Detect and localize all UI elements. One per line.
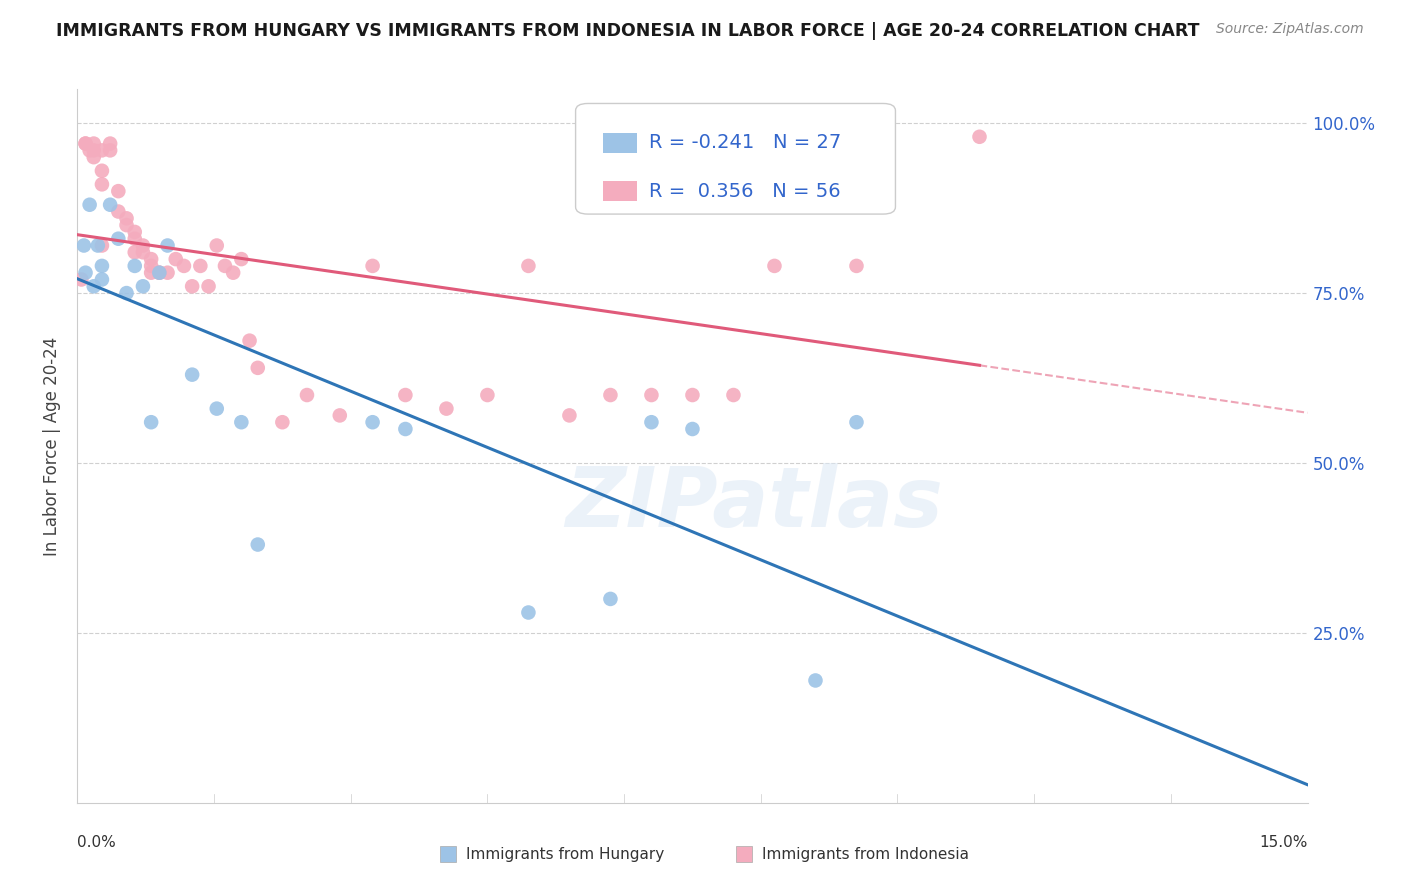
Point (156, 238, 179, 252)
Point (181, 368, 204, 382)
Point (197, 279, 219, 293)
Point (115, 211, 138, 226)
Point (79, 144, 101, 158)
Point (83, 150, 105, 164)
Point (98, 136, 121, 151)
Point (804, 129, 827, 144)
Point (295, 388, 318, 402)
Point (361, 415, 384, 429)
Point (141, 415, 163, 429)
Point (79, 198, 101, 212)
Point (87, 238, 110, 252)
FancyBboxPatch shape (603, 181, 637, 202)
Point (436, 401, 458, 416)
Point (246, 537, 269, 551)
Point (682, 422, 704, 436)
Point (90, 272, 114, 286)
Point (239, 334, 262, 348)
Point (124, 245, 146, 260)
Point (90, 238, 114, 252)
Text: Source: ZipAtlas.com: Source: ZipAtlas.com (1216, 22, 1364, 37)
Point (723, 388, 745, 402)
Point (845, 415, 868, 429)
Point (83, 136, 105, 151)
Point (83, 144, 105, 158)
Point (205, 401, 228, 416)
Point (90, 144, 114, 158)
Point (763, 259, 786, 273)
Point (214, 259, 236, 273)
Point (271, 415, 294, 429)
Point (804, 673, 827, 688)
Point (90, 178, 114, 192)
Point (75, 136, 97, 151)
Point (361, 259, 384, 273)
Point (124, 225, 146, 239)
Point (107, 204, 129, 219)
Y-axis label: In Labor Force | Age 20-24: In Labor Force | Age 20-24 (44, 336, 62, 556)
FancyBboxPatch shape (575, 103, 896, 214)
Point (132, 238, 155, 252)
Point (83, 279, 105, 293)
Point (141, 259, 163, 273)
Point (115, 218, 138, 232)
Point (188, 259, 212, 273)
Point (599, 591, 621, 606)
Point (141, 266, 163, 280)
Point (98, 198, 121, 212)
Point (107, 184, 129, 198)
FancyBboxPatch shape (440, 847, 457, 862)
Point (141, 252, 163, 266)
Point (969, 129, 991, 144)
Point (70, 272, 93, 286)
Point (329, 409, 352, 423)
Point (205, 238, 228, 252)
Text: Immigrants from Hungary: Immigrants from Hungary (467, 847, 665, 862)
Point (107, 232, 129, 246)
Text: 0.0%: 0.0% (77, 835, 117, 850)
Point (517, 606, 540, 620)
Point (132, 279, 155, 293)
Point (75, 136, 97, 151)
Point (394, 388, 416, 402)
Point (477, 388, 499, 402)
Point (124, 232, 146, 246)
Point (165, 252, 187, 266)
Point (231, 415, 253, 429)
Text: 15.0%: 15.0% (1260, 835, 1308, 850)
Text: Immigrants from Indonesia: Immigrants from Indonesia (762, 847, 969, 862)
Point (246, 360, 269, 375)
Text: R =  0.356   N = 56: R = 0.356 N = 56 (650, 182, 841, 201)
Point (148, 266, 170, 280)
Point (156, 266, 179, 280)
Point (73, 238, 96, 252)
Point (222, 266, 245, 280)
Point (148, 266, 170, 280)
FancyBboxPatch shape (603, 133, 637, 153)
Point (517, 259, 540, 273)
Point (148, 266, 170, 280)
Point (124, 259, 146, 273)
Point (640, 388, 662, 402)
Point (640, 415, 662, 429)
Text: R = -0.241   N = 27: R = -0.241 N = 27 (650, 133, 842, 153)
Point (845, 259, 868, 273)
FancyBboxPatch shape (735, 847, 752, 862)
Point (231, 252, 253, 266)
Text: ZIPatlas: ZIPatlas (565, 463, 943, 543)
Point (132, 245, 155, 260)
Point (98, 144, 121, 158)
Point (394, 422, 416, 436)
Point (90, 163, 114, 178)
Point (181, 279, 204, 293)
Point (115, 286, 138, 301)
Point (75, 266, 97, 280)
Text: IMMIGRANTS FROM HUNGARY VS IMMIGRANTS FROM INDONESIA IN LABOR FORCE | AGE 20-24 : IMMIGRANTS FROM HUNGARY VS IMMIGRANTS FR… (56, 22, 1199, 40)
Point (599, 388, 621, 402)
Point (173, 259, 195, 273)
Point (90, 259, 114, 273)
Point (682, 388, 704, 402)
Point (558, 409, 581, 423)
